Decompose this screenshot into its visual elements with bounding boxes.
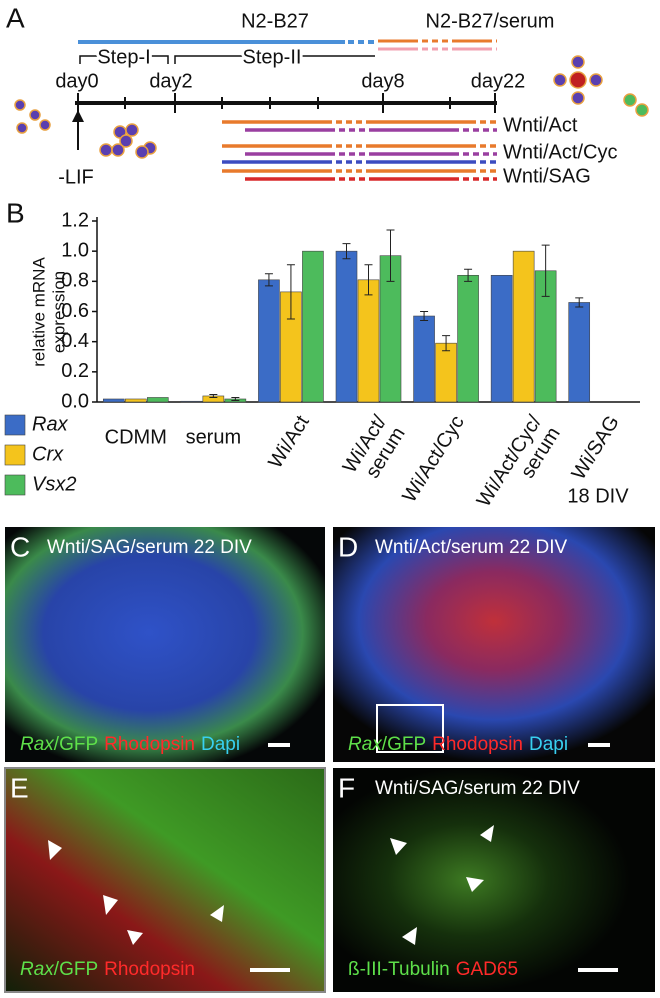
panel-label: E xyxy=(10,772,29,803)
error-bar xyxy=(231,396,240,401)
error-bar xyxy=(209,393,218,398)
bar xyxy=(457,274,479,403)
caption-part: Rax xyxy=(348,734,383,755)
bar xyxy=(258,279,280,403)
bar xyxy=(146,397,169,403)
bar xyxy=(124,398,147,403)
caption-part: Rhodopsin xyxy=(432,734,523,755)
micrograph xyxy=(5,527,325,762)
panel-label: D xyxy=(338,531,358,562)
legend-swatch xyxy=(4,444,26,466)
x-tick-label: Wi/Act/Cyc/serum xyxy=(473,411,565,522)
caption-part: Dapi xyxy=(529,734,568,755)
error-bar xyxy=(342,243,351,260)
y-tick-label: 0.0 xyxy=(61,390,89,412)
image-caption: Rax/GFP Rhodopsin xyxy=(20,959,195,980)
bar xyxy=(102,398,125,403)
caption-part: Rhodopsin xyxy=(104,959,195,980)
y-tick-label: 0.6 xyxy=(61,300,89,322)
x-tick-label: serum xyxy=(186,426,242,448)
bar xyxy=(568,302,591,403)
bar xyxy=(357,279,380,403)
error-bar xyxy=(420,311,429,322)
bar xyxy=(512,250,535,403)
image-title: Wnti/SAG/serum 22 DIV xyxy=(375,778,580,799)
day-label: day8 xyxy=(361,70,404,92)
error-bar xyxy=(264,273,273,287)
error-bar xyxy=(364,264,373,296)
step-label: Step-I xyxy=(97,46,150,68)
panel-label: B xyxy=(6,197,25,228)
image-caption: ß-III-Tubulin GAD65 xyxy=(348,959,518,980)
legend-label: Crx xyxy=(32,443,64,465)
bar xyxy=(413,315,435,403)
caption-part: /GFP xyxy=(54,734,98,755)
y-axis-label: relative mRNA xyxy=(29,257,48,367)
bar xyxy=(302,250,324,403)
error-bar xyxy=(464,268,473,282)
x-tick-label: Wi/SAG xyxy=(568,412,624,484)
caption-part: GAD65 xyxy=(456,959,518,980)
caption-part: Rax xyxy=(20,734,55,755)
scale-bars xyxy=(250,743,618,972)
error-bar xyxy=(442,335,451,352)
panel-label: A xyxy=(6,2,25,33)
caption-part: ß-III-Tubulin xyxy=(348,959,450,980)
x-tick-label: Wi/Act/serum xyxy=(339,411,410,488)
x-tick-label: Wi/Act/Cyc xyxy=(398,412,468,507)
image-caption: Rax/GFP Rhodopsin Dapi xyxy=(20,734,240,755)
y-axis-label: expression xyxy=(49,271,68,353)
image-title: Wnti/Act/serum 22 DIV xyxy=(375,537,567,558)
bar xyxy=(335,250,358,403)
bar xyxy=(180,400,203,403)
x-tick-label: CDMM xyxy=(105,426,167,448)
legend-swatch xyxy=(4,474,26,496)
error-bar xyxy=(541,244,550,297)
x-tick-label: Wi/Act xyxy=(264,411,314,472)
micrograph xyxy=(4,767,326,993)
day-label: day2 xyxy=(149,70,192,92)
day-label: day0 xyxy=(55,70,98,92)
legend-label: Vsx2 xyxy=(32,473,76,495)
error-bar xyxy=(575,297,584,308)
image-caption: Rax/GFP Rhodopsin Dapi xyxy=(348,734,568,755)
y-tick-label: 0.4 xyxy=(61,330,89,352)
condition-label: Wnti/Act/Cyc xyxy=(503,141,617,163)
y-tick-label: 1.2 xyxy=(61,209,89,231)
error-bar xyxy=(286,264,295,320)
caption-part: Rax xyxy=(20,959,55,980)
timeline xyxy=(14,39,649,181)
treatment-label: -LIF xyxy=(58,166,94,188)
y-tick-label: 0.2 xyxy=(61,360,89,382)
panel-label: F xyxy=(338,772,355,803)
condition-label: Wnti/Act xyxy=(503,114,578,136)
caption-part: /GFP xyxy=(54,959,98,980)
bar xyxy=(435,342,457,403)
condition-label: Wnti/SAG xyxy=(503,165,591,187)
caption-part: Rhodopsin xyxy=(104,734,195,755)
error-bar xyxy=(386,229,395,282)
step-label: Step-II xyxy=(243,46,302,68)
legend-swatch xyxy=(4,414,26,436)
arrowheads xyxy=(48,825,494,945)
micrograph xyxy=(333,527,655,762)
y-tick-label: 0.8 xyxy=(61,270,89,292)
bar xyxy=(490,274,513,403)
panel-label: C xyxy=(10,531,30,562)
caption-part: /GFP xyxy=(382,734,426,755)
y-tick-label: 1.0 xyxy=(61,239,89,261)
medium-label: N2-B27 xyxy=(241,10,309,32)
inset-box xyxy=(376,704,444,753)
day-label: day22 xyxy=(471,70,526,92)
micrograph xyxy=(333,768,655,992)
annotation: 18 DIV xyxy=(567,485,629,507)
legend-label: Rax xyxy=(32,413,69,435)
medium-label: N2-B27/serum xyxy=(426,10,555,32)
caption-part: Dapi xyxy=(201,734,240,755)
image-title: Wnti/SAG/serum 22 DIV xyxy=(47,537,252,558)
